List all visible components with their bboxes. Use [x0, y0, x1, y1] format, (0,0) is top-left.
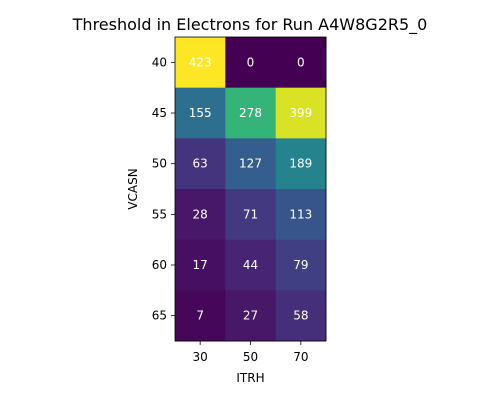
- heatmap-cell: [275, 290, 327, 342]
- x-axis-label: ITRH: [236, 371, 264, 385]
- heatmap-cells: 423 0 0 155 278 399 63 127 189 28 71 113 17 44 79 7 27 58: [175, 37, 327, 342]
- heatmap-cell: [275, 189, 327, 241]
- x-tick-label: 70: [293, 350, 308, 364]
- heatmap-cell: [275, 37, 327, 89]
- cell-value-label: 278: [239, 106, 262, 120]
- heatmap-cell: [175, 189, 226, 241]
- cell-value-label: 189: [289, 157, 312, 171]
- cell-value-label: 113: [289, 207, 312, 221]
- heatmap-cell: [175, 290, 226, 342]
- cell-value-label: 63: [193, 157, 208, 171]
- y-tick-label: 65: [152, 309, 167, 323]
- heatmap-cell: [175, 87, 226, 139]
- heatmap-cell: [225, 37, 277, 89]
- cell-value-label: 155: [189, 106, 212, 120]
- y-axis-label: VCASN: [126, 168, 140, 209]
- y-tick-label: 40: [152, 55, 167, 69]
- cell-value-label: 58: [293, 309, 308, 323]
- cell-value-label: 27: [243, 309, 258, 323]
- y-tick-label: 45: [152, 106, 167, 120]
- y-tick-label: 60: [152, 258, 167, 272]
- cell-value-label: 79: [293, 258, 308, 272]
- cell-value-label: 7: [196, 309, 204, 323]
- cell-value-label: 423: [189, 55, 212, 69]
- heatmap-cell: [175, 138, 226, 190]
- x-tick-label: 30: [193, 350, 208, 364]
- chart-title: Threshold in Electrons for Run A4W8G2R5_…: [72, 15, 428, 35]
- cell-value-label: 71: [243, 207, 258, 221]
- cell-value-label: 44: [243, 258, 258, 272]
- cell-value-label: 0: [247, 55, 255, 69]
- heatmap-cell: [275, 87, 327, 139]
- heatmap-cell: [225, 189, 277, 241]
- cell-value-label: 17: [193, 258, 208, 272]
- y-axis-ticks: 40 45 50 55 60 65: [152, 55, 175, 323]
- y-tick-label: 55: [152, 207, 167, 221]
- heatmap-cell: [175, 239, 226, 291]
- heatmap-cell: [275, 138, 327, 190]
- cell-value-label: 127: [239, 157, 262, 171]
- heatmap-cell: [225, 87, 277, 139]
- heatmap-cell: [225, 239, 277, 291]
- y-tick-label: 50: [152, 157, 167, 171]
- cell-value-label: 0: [297, 55, 305, 69]
- cell-value-label: 399: [289, 106, 312, 120]
- x-axis-ticks: 30 50 70: [193, 341, 308, 364]
- heatmap-cell: [175, 37, 226, 89]
- x-tick-label: 50: [243, 350, 258, 364]
- cell-value-label: 28: [193, 207, 208, 221]
- heatmap-cell: [275, 239, 327, 291]
- heatmap-cell: [225, 290, 277, 342]
- heatmap-cell: [225, 138, 277, 190]
